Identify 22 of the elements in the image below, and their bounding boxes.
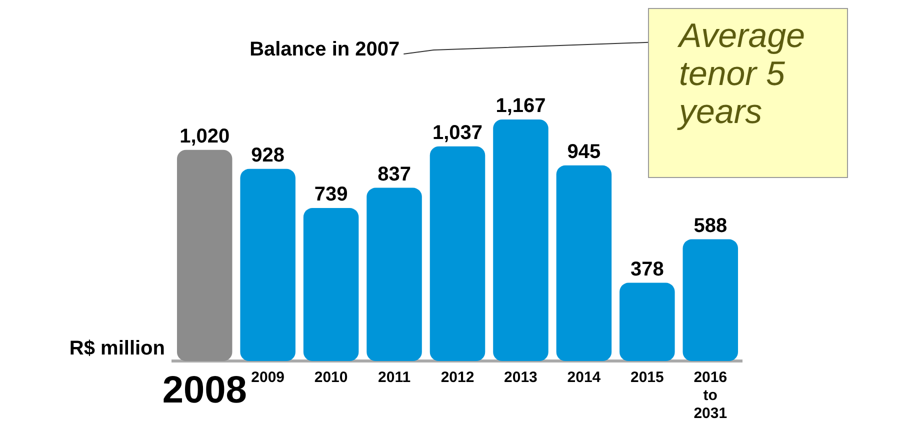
data-label: 1,020 <box>180 125 230 148</box>
x-tick-label: 2010 <box>314 369 348 386</box>
data-label: 928 <box>251 144 285 166</box>
data-label: 1,167 <box>496 94 546 117</box>
x-tick-label: 2011 <box>378 369 411 386</box>
data-label: 378 <box>630 258 664 280</box>
callout-box: Average tenor 5 years <box>648 8 848 178</box>
data-label: 739 <box>314 184 348 206</box>
annotation: Average tenor 5 years <box>676 16 806 131</box>
text: Balance in 2007 <box>250 38 400 61</box>
x-tick-label: 2015 <box>630 369 664 386</box>
data-label: 945 <box>567 140 601 163</box>
data-label: 588 <box>694 214 728 237</box>
x-tick-label: 2009 <box>251 369 285 386</box>
data-label: 837 <box>378 163 411 186</box>
x-tick-label: 2014 <box>567 369 602 386</box>
y-axis-title: R$ million <box>69 338 165 360</box>
x-tick-label: 2016 to 2031 <box>694 369 728 422</box>
data-label: 1,037 <box>432 122 483 144</box>
x-tick-label: 2012 <box>440 369 474 386</box>
x-tick-label: 2013 <box>504 369 538 386</box>
x-tick-label: 2008 <box>162 369 247 412</box>
